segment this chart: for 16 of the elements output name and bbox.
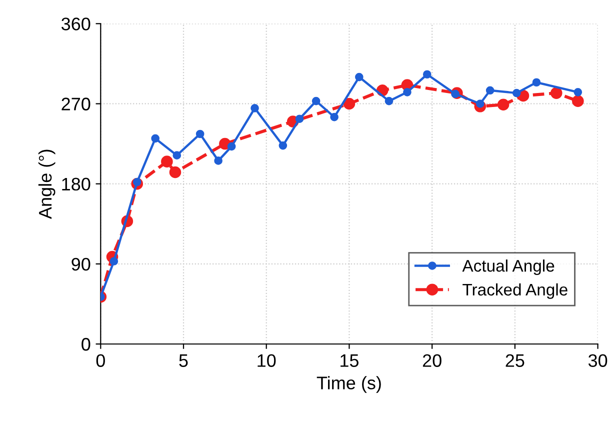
x-tick-label: 10 xyxy=(258,354,276,367)
x-tick-label: 0 xyxy=(96,354,105,367)
y-tick-label: 180 xyxy=(62,178,90,191)
x-tick-label: 20 xyxy=(422,354,442,367)
x-tick-label: 15 xyxy=(340,354,359,367)
y-tick-label: 360 xyxy=(61,18,90,30)
x-axis-title: Time (s) xyxy=(316,376,381,393)
legend-label: Tracked Angle xyxy=(462,283,568,299)
y-tick-label: 270 xyxy=(62,98,90,110)
legend-label: Actual Angle xyxy=(462,259,554,276)
y-axis-title: Angle (°) xyxy=(38,150,56,220)
x-tick-label: 30 xyxy=(588,354,608,367)
x-tick-label: 25 xyxy=(506,354,524,367)
x-tick-label: 5 xyxy=(179,354,188,367)
y-tick-label: 90 xyxy=(72,258,90,271)
y-tick-label: 0 xyxy=(82,338,90,351)
